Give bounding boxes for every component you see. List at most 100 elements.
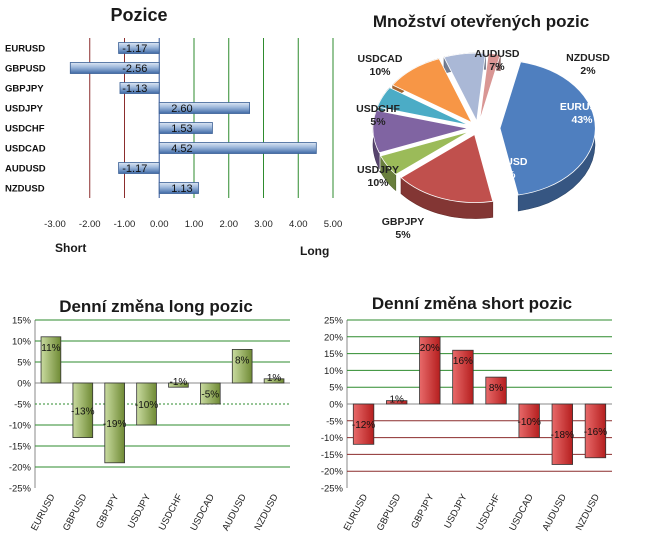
bar (40, 336, 62, 384)
short-label: Short (55, 241, 86, 255)
pozice-value-label: -1.17 (122, 163, 147, 175)
short-change-bars: -12% 1% 20% 16% 8% -10% -18% -16% (352, 336, 607, 465)
bar (584, 403, 607, 459)
bar (485, 376, 507, 405)
x-tick-label: USDCAD (188, 492, 217, 533)
pie-slice (499, 61, 596, 196)
x-tick-label: NZDUSD (252, 492, 280, 532)
y-tick-label: 0% (17, 379, 31, 390)
pozice-bar (158, 142, 317, 154)
y-tick-label: -25% (9, 484, 32, 495)
y-tick-label: 15% (12, 316, 32, 327)
y-tick-label: -15% (9, 442, 32, 453)
bar (386, 400, 408, 405)
pie-slice-percent: 10% (367, 177, 389, 189)
pozice-category-label: USDCHF (5, 124, 45, 135)
x-tick-label: GBPUSD (375, 492, 404, 533)
long-label: Long (300, 244, 329, 258)
pie-slice-label: GBPJPY (382, 216, 425, 228)
bar (231, 348, 253, 384)
pozice-category-label: GBPJPY (5, 84, 44, 95)
pozice-category-label: NZDUSD (5, 184, 45, 195)
x-tick-label: GBPJPY (409, 492, 437, 531)
pozice-title: Pozice (110, 5, 167, 25)
pozice-x-tick-label: 3.00 (254, 219, 273, 230)
pie-slice-percent: 2% (580, 65, 596, 77)
pie-slice-percent: 17% (494, 169, 516, 181)
bar-value-label: 11% (41, 343, 60, 354)
y-tick-label: 15% (324, 349, 344, 360)
x-tick-label: USDJPY (126, 492, 154, 531)
pozice-x-tick-label: 4.00 (289, 219, 308, 230)
pozice-category-label: USDCAD (5, 144, 46, 155)
pozice-bar (158, 182, 199, 194)
x-tick-label: GBPUSD (61, 492, 90, 533)
pozice-chart: Pozice -1.17 -2.56 -1.13 2.60 1.53 4.52 -1.17 1… (5, 5, 342, 258)
x-tick-label: USDCHF (157, 492, 185, 532)
bar (263, 378, 285, 384)
x-tick-label: NZDUSD (574, 492, 602, 532)
y-tick-label: -5% (326, 416, 343, 427)
pie-slices (372, 52, 596, 203)
y-tick-label: 5% (17, 358, 31, 369)
bar (551, 403, 573, 465)
pozice-x-tick-label: -1.00 (114, 219, 136, 230)
pozice-x-tick-label: 2.00 (220, 219, 239, 230)
y-tick-label: -20% (321, 467, 344, 478)
pozice-value-label: 4.52 (171, 143, 192, 155)
pozice-category-label: AUDUSD (5, 164, 46, 175)
bar-value-label: -10% (135, 400, 158, 411)
x-tick-label: EURUSD (29, 492, 58, 533)
pozice-category-label: EURUSD (5, 44, 45, 55)
x-tick-label: AUDUSD (540, 492, 569, 533)
pozice-bar (69, 62, 160, 74)
pozice-bar (118, 162, 160, 174)
pozice-value-label: -1.17 (122, 43, 147, 55)
long-change-chart: Denní změna long pozic 11% -13% -19% -10% -1… (9, 297, 290, 533)
pie-slice-label: GBPUSD (483, 156, 528, 168)
pozice-x-tick-label: -2.00 (79, 219, 101, 230)
bar-value-label: -12% (352, 420, 375, 431)
x-tick-label: EURUSD (342, 492, 371, 533)
short-change-chart: Denní změna short pozic -12%1%20%16%8%-1… (321, 294, 612, 533)
y-tick-label: -5% (14, 400, 31, 411)
bar-value-label: 8% (235, 355, 250, 366)
bar-value-label: 20% (420, 343, 440, 354)
pie-slice (380, 131, 470, 175)
y-tick-label: -25% (321, 484, 344, 495)
x-tick-label: USDCHF (474, 492, 502, 532)
pozice-x-tick-label: 5.00 (324, 219, 343, 230)
pie-slice (372, 109, 469, 154)
pie-slice-label: USDCHF (356, 103, 400, 115)
pozice-x-tick-label: 0.00 (150, 219, 169, 230)
long-change-bars: 11% -13% -19% -10% -1% -5% 8% 1% (40, 336, 285, 464)
pie-slice-percent: 5% (370, 116, 386, 128)
pozice-tick-labels: -3.00 -2.00 -1.00 0.00 1.00 2.00 3.00 4.00 5.00 E… (5, 44, 342, 231)
pie-slice (443, 52, 486, 123)
bar (168, 382, 189, 388)
bar-value-label: -10% (518, 417, 541, 428)
pozice-bar (118, 42, 160, 54)
pozice-value-label: 1.53 (171, 123, 192, 135)
y-tick-label: 20% (324, 332, 344, 343)
y-tick-label: 5% (329, 383, 343, 394)
bar (518, 403, 540, 438)
pozice-value-label: 1.13 (171, 183, 192, 195)
y-tick-label: 10% (324, 366, 344, 377)
pie-slice-label: AUDUSD (475, 48, 520, 60)
pie-slice-percent: 10% (369, 66, 391, 78)
pozice-value-label: 2.60 (171, 103, 192, 115)
short-change-title: Denní změna short pozic (372, 294, 572, 313)
pozice-value-label: -2.56 (122, 63, 147, 75)
bar (419, 336, 441, 405)
pie-slice-label: EURUSD (560, 101, 605, 113)
bar-value-label: 1% (389, 395, 404, 406)
bar-value-label: -19% (103, 419, 126, 430)
y-tick-label: -10% (321, 433, 344, 444)
bar (352, 403, 375, 445)
pie-labels: EURUSD43%GBPUSD17%GBPJPY5%USDJPY10%USDCH… (356, 48, 610, 241)
pozice-bars: -1.17 -2.56 -1.13 2.60 1.53 4.52 -1.17 1.13 (69, 42, 317, 195)
bar-value-label: -13% (71, 406, 94, 417)
